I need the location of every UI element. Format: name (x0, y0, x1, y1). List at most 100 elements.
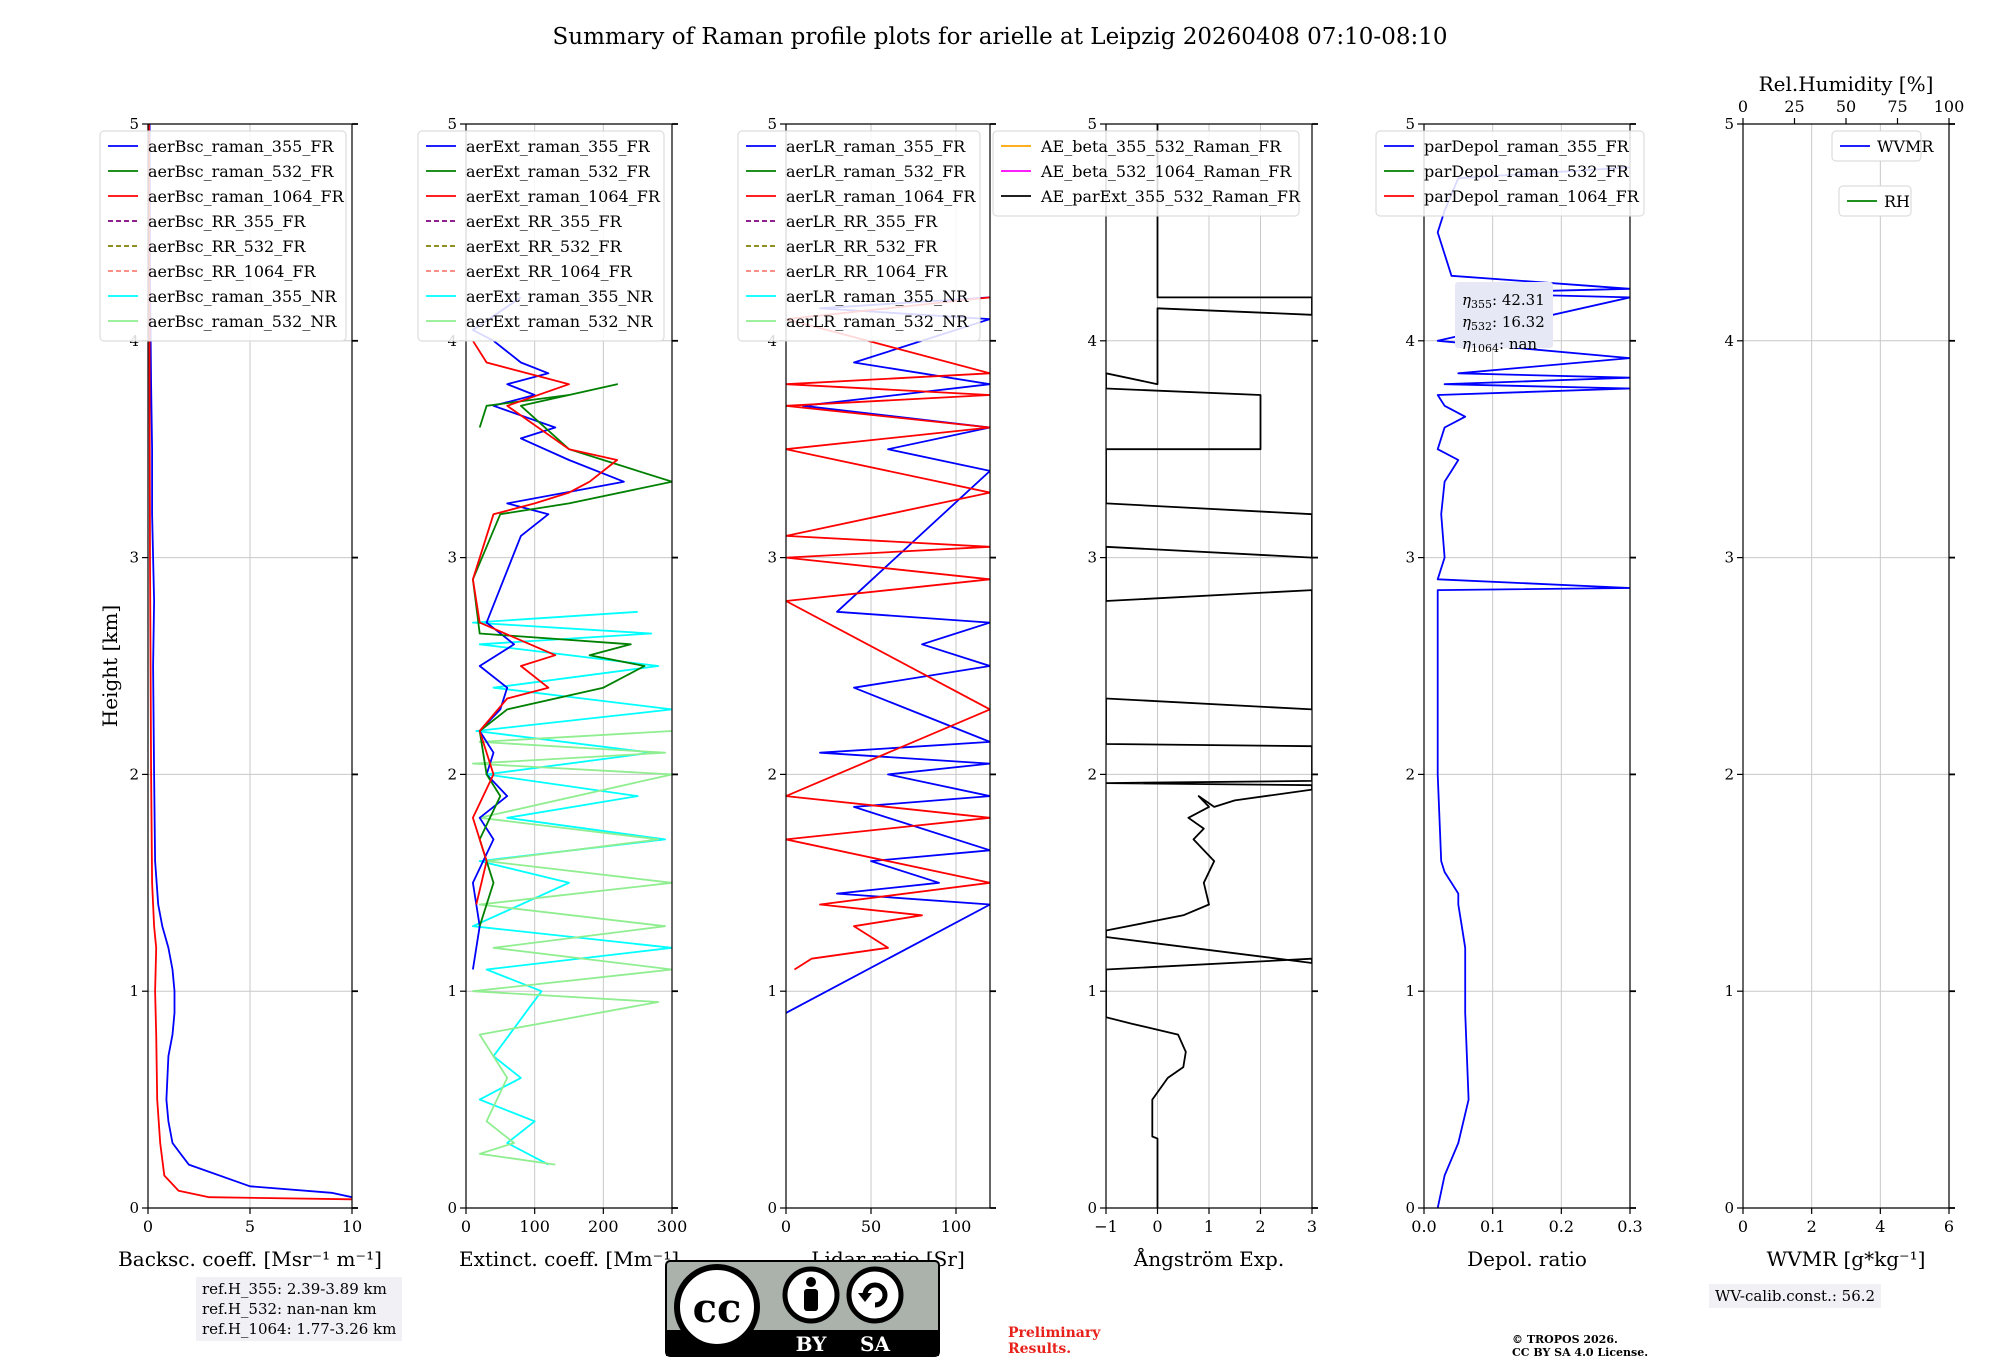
legend-entry: aerBsc_raman_1064_FR (148, 187, 345, 206)
legend-entry: AE_beta_355_532_Raman_FR (1040, 137, 1282, 156)
series-aerExt_raman_532_FR (471, 383, 672, 927)
legend-entry: aerExt_RR_532_FR (466, 237, 623, 256)
legend-entry: parDepol_raman_1064_FR (1424, 187, 1640, 206)
series-aerBsc_raman_355_FR (148, 124, 352, 1199)
legend-entry: AE_parExt_355_532_Raman_FR (1040, 187, 1301, 206)
ref-height-1064: ref.H_1064: 1.77-3.26 km (202, 1320, 397, 1338)
y-tick-label: 4 (1724, 332, 1734, 350)
copyright-line-2: CC BY SA 4.0 License. (1512, 1346, 1649, 1359)
legend-entry: WVMR (1877, 137, 1934, 156)
legend: aerLR_raman_355_FR aerLR_raman_532_FR aerL… (737, 130, 981, 342)
share-alike-icon (846, 1266, 904, 1324)
legend-entry: aerExt_raman_355_NR (466, 287, 654, 306)
legend-entry: aerBsc_raman_355_NR (148, 287, 337, 306)
series-group (786, 296, 990, 1014)
wv-calibration-constant: WV-calib.const.: 56.2 (1715, 1287, 1876, 1305)
legend-entry: aerBsc_raman_355_FR (148, 137, 334, 156)
y-tick-label: 0 (767, 1199, 777, 1217)
legend-frame (1831, 130, 1922, 162)
axes-lr: 050100012345Lidar ratio [Sr]aerLR_raman_… (737, 115, 996, 1271)
legend: aerExt_raman_355_FR aerExt_raman_532_FRae… (417, 130, 665, 342)
by-label: BY (796, 1332, 828, 1356)
y-tick-label: 3 (1405, 549, 1415, 567)
x-tick-label: 0 (781, 1217, 791, 1236)
y-tick-label: 2 (129, 765, 139, 783)
legend-entry: aerLR_raman_355_FR (786, 137, 966, 156)
y-tick-label: 2 (447, 765, 457, 783)
x-tick-label: 1 (1204, 1217, 1214, 1236)
y-tick-label: 1 (1087, 982, 1097, 1000)
x-tick-label: 100 (941, 1217, 972, 1236)
legend-entry: aerExt_raman_532_NR (466, 312, 654, 331)
legend-entry: aerBsc_RR_532_FR (148, 237, 306, 256)
x-tick-label: 100 (519, 1217, 550, 1236)
legend-entry: aerLR_RR_1064_FR (786, 262, 948, 281)
y-tick-label: 2 (767, 765, 777, 783)
legend-entry: aerLR_RR_355_FR (786, 212, 938, 231)
legend-entry: RH (1884, 192, 1910, 211)
legend-entry: aerExt_raman_355_FR (466, 137, 651, 156)
series-group (148, 124, 352, 1201)
y-tick-label: 1 (129, 982, 139, 1000)
reference-height-box: ref.H_355: 2.39-3.89 km ref.H_532: nan-n… (196, 1277, 403, 1341)
axes-depol: 0.0 0.1 0.2 0.3 0 1 2 3 4 5 Depol. ratio parDepol_r… (1375, 115, 1645, 1271)
y-tick-label: 5 (447, 115, 457, 133)
y-tick-label: 0 (1405, 1199, 1415, 1217)
x-tick-label: 0 (1738, 1217, 1748, 1236)
legend-entry: aerLR_raman_532_NR (786, 312, 969, 331)
y-axis-label: Height [km] (98, 605, 122, 727)
y-tick-label: 2 (1724, 765, 1734, 783)
legend-entry: aerLR_raman_1064_FR (786, 187, 976, 206)
top-x-axis-label: Rel.Humidity [%] (1759, 72, 1934, 96)
x-axis-label: WVMR [g*kg⁻¹] (1767, 1247, 1926, 1271)
y-tick-label: 5 (1087, 115, 1097, 133)
series-aerExt_raman_355_FR (471, 296, 625, 970)
y-tick-label: 3 (129, 549, 139, 567)
x-tick-label: 10 (342, 1217, 362, 1236)
y-tick-label: 0 (1087, 1199, 1097, 1217)
x-tick-label: 4 (1875, 1217, 1885, 1236)
series-AE_parExt_355_532_Raman_FR (1106, 124, 1312, 1208)
y-tick-label: 4 (1405, 332, 1415, 350)
x-tick-label: 50 (861, 1217, 881, 1236)
legend-entry: aerLR_RR_532_FR (786, 237, 938, 256)
legend: parDepol_raman_355_FR parDepol_raman_532_… (1375, 130, 1645, 217)
top-x-tick-label: 100 (1934, 97, 1965, 116)
legend: aerBsc_raman_355_FR aerBsc_raman_532_FRae… (99, 130, 347, 342)
legend-frame (1375, 130, 1645, 217)
legend-entry: aerBsc_raman_532_FR (148, 162, 334, 181)
legend-entry: AE_beta_532_1064_Raman_FR (1040, 162, 1292, 181)
ref-height-532: ref.H_532: nan-nan km (202, 1300, 377, 1318)
y-tick-label: 3 (767, 549, 777, 567)
axes-wv: 0 2 4 6 0 1 2 3 4 5 WVMR [g*kg⁻¹] 0 25 50 75 100Rel.Hum… (1724, 72, 1964, 1271)
eta-532: η532: 16.32 (1462, 313, 1545, 333)
x-tick-label: 0 (1152, 1217, 1162, 1236)
top-x-tick-label: 50 (1836, 97, 1856, 116)
legend: AE_beta_355_532_Raman_FR AE_beta_532_1064… (992, 130, 1301, 217)
y-tick-label: 3 (1724, 549, 1734, 567)
legend-entry: aerBsc_raman_532_NR (148, 312, 337, 331)
x-axis-label: Depol. ratio (1467, 1247, 1587, 1271)
x-tick-label: 0 (461, 1217, 471, 1236)
y-tick-label: 5 (767, 115, 777, 133)
y-tick-label: 5 (1724, 115, 1734, 133)
y-tick-label: 1 (767, 982, 777, 1000)
legend-entry: aerExt_raman_532_FR (466, 162, 651, 181)
series-aerBsc_raman_1064_FR (148, 124, 352, 1201)
legend-entry: aerBsc_RR_355_FR (148, 212, 306, 231)
copyright-note: © TROPOS 2026. CC BY SA 4.0 License. (1512, 1333, 1648, 1359)
legend-entry: aerBsc_RR_1064_FR (148, 262, 317, 281)
x-tick-label: 2 (1807, 1217, 1817, 1236)
x-axis-label: Backsc. coeff. [Msr⁻¹ m⁻¹] (118, 1247, 382, 1271)
series-aerLR_raman_1064_FR (786, 296, 990, 971)
y-tick-label: 3 (1087, 549, 1097, 567)
eta-355: η355: 42.31 (1462, 291, 1545, 311)
x-tick-label: 300 (657, 1217, 688, 1236)
legend-entry: aerExt_RR_355_FR (466, 212, 623, 231)
x-tick-label: 6 (1944, 1217, 1954, 1236)
legend-frame (417, 130, 665, 342)
top-x-tick-label: 0 (1738, 97, 1748, 116)
y-tick-label: 5 (129, 115, 139, 133)
